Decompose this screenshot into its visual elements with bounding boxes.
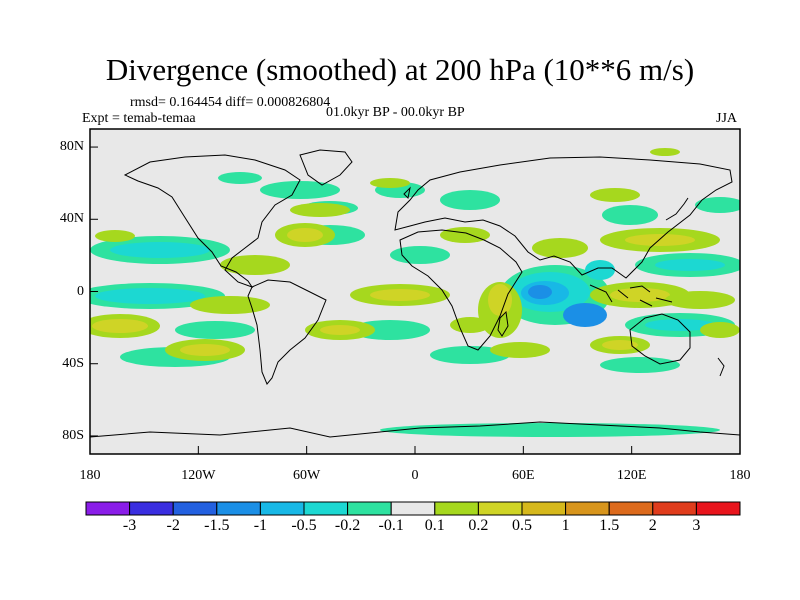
lon-tick-label: 180 [79,468,101,483]
colorbar-label: -1.5 [204,517,230,534]
madagascar-coast [497,310,509,337]
colorbar-box [652,501,697,516]
australia-coast [629,313,691,365]
colorbar-label: -0.5 [291,517,317,534]
lon-tick-label: 120E [616,468,647,483]
experiment-label: Expt = temab-temaa [82,111,196,126]
map-title: Divergence (smoothed) at 200 hPa (10**6 … [105,52,695,87]
north-america-coast [123,154,301,288]
lat-tick-label: 0 [77,283,84,299]
colorbar-boxes [85,501,741,516]
colorbar-box [303,501,349,516]
colorbar-label: 0.1 [424,517,445,534]
colorbar-label: -0.1 [378,517,404,534]
colorbar-label: 0.2 [468,517,489,534]
africa-coast [399,229,523,351]
lat-tick-label: 40S [62,355,84,371]
lat-tick-label: 80S [62,427,84,443]
colorbar-label: -1 [253,517,268,534]
stats-text: rmsd= 0.164454 diff= 0.000826804 [130,95,331,110]
uk-coast [403,186,411,200]
japan-coast [665,197,689,221]
colorbar-box [521,501,567,516]
colorbar-box [172,501,218,516]
indonesia-islands [589,284,673,307]
colorbar-label: 2 [648,517,657,534]
colorbar-box [695,501,741,516]
colorbar-box [129,501,174,516]
lon-tick-marks [89,446,741,454]
colorbar-box [477,501,523,516]
eurasia-coast [394,156,733,279]
season-label: JJA [716,111,738,126]
colorbar-label: -2 [166,517,180,534]
colorbar-label: -0.2 [334,517,361,534]
colorbar-label: 1.5 [599,517,620,534]
lat-tick-marks [90,146,98,437]
lat-tick-label: 80N [59,139,84,155]
lon-tick-label: 0 [411,468,419,483]
colorbar-box [85,501,131,516]
colorbar-box [434,501,479,516]
lon-tick-label: 120W [181,468,216,483]
antarctica-coast [89,421,741,438]
lon-tick-label: 60E [512,468,535,483]
continent-outlines [89,149,741,438]
colorbar-label: 0.5 [512,517,532,534]
colorbar-box [259,501,305,516]
colorbar-label: -3 [122,517,137,534]
colorbar-box [608,501,654,516]
period-label: 01.0kyr BP - 00.0kyr BP [326,105,465,120]
colorbar-box [565,501,610,516]
greenland-coast [299,149,353,186]
lon-tick-label: 180 [729,468,751,483]
colorbar-label: 1 [561,517,570,534]
south-america-coast [247,279,327,385]
new-zealand-coast [717,357,725,377]
colorbar-box [390,501,436,516]
lon-tick-label: 60W [293,468,321,483]
colorbar-box [347,501,392,516]
colorbar-box [216,501,261,516]
colorbar-label: 3 [692,517,701,534]
lat-tick-label: 40N [59,211,84,227]
